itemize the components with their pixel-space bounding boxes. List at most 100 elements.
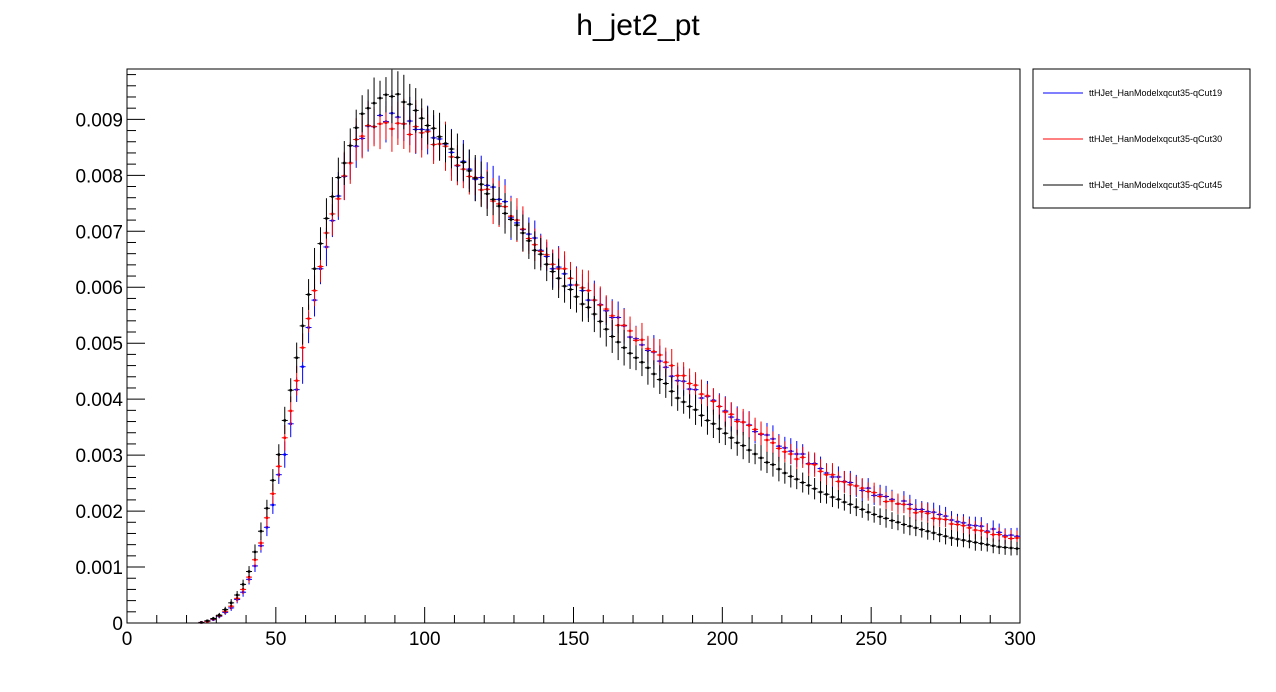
- data-point: [412, 88, 419, 133]
- marker: [700, 392, 703, 396]
- data-point: [924, 522, 931, 540]
- data-point: [263, 499, 270, 517]
- data-point: [418, 98, 425, 138]
- marker: [825, 473, 828, 476]
- data-point: [900, 495, 907, 514]
- marker: [807, 484, 810, 487]
- data-point: [490, 183, 497, 216]
- data-point: [728, 402, 735, 427]
- data-point: [615, 324, 622, 361]
- data-point: [787, 465, 794, 488]
- marker: [271, 492, 275, 495]
- marker: [497, 204, 501, 208]
- data-point: [769, 452, 776, 477]
- marker: [777, 447, 781, 450]
- data-point: [835, 471, 842, 492]
- marker: [527, 239, 531, 242]
- marker: [950, 536, 953, 540]
- marker: [753, 428, 757, 431]
- data-point: [448, 129, 455, 169]
- data-point: [883, 509, 890, 528]
- data-point: [692, 372, 699, 399]
- data-point: [1014, 541, 1020, 556]
- marker: [914, 511, 918, 514]
- marker: [920, 510, 923, 513]
- data-point: [769, 431, 776, 455]
- marker: [468, 169, 471, 173]
- marker: [956, 523, 959, 526]
- marker: [396, 92, 400, 96]
- legend-label: ttHJet_HanModelxqcut35-qCut19: [1089, 88, 1222, 98]
- marker: [337, 176, 340, 179]
- data-point: [972, 534, 979, 551]
- data-point: [269, 469, 276, 492]
- data-point: [359, 95, 366, 133]
- marker: [664, 382, 667, 385]
- marker: [938, 533, 941, 536]
- marker: [563, 267, 566, 270]
- marker: [837, 480, 840, 483]
- x-tick-label: 0: [122, 629, 133, 650]
- data-point: [1008, 540, 1015, 556]
- marker: [724, 410, 727, 414]
- data-point: [865, 482, 872, 501]
- marker: [229, 601, 233, 605]
- marker: [741, 420, 745, 424]
- x-tick-label: 150: [558, 629, 590, 650]
- data-point: [984, 537, 991, 552]
- data-point: [728, 426, 735, 450]
- marker: [646, 366, 650, 370]
- data-point: [823, 463, 830, 486]
- data-point: [555, 258, 562, 298]
- marker: [908, 507, 912, 511]
- data-point: [686, 394, 693, 419]
- data-point: [496, 186, 503, 226]
- marker: [349, 144, 352, 147]
- marker: [366, 106, 370, 110]
- marker: [1003, 535, 1007, 539]
- y-tick-label: 0.001: [75, 558, 123, 579]
- marker: [771, 441, 775, 445]
- marker: [706, 419, 709, 422]
- data-point: [662, 369, 669, 398]
- data-point: [793, 469, 800, 490]
- data-point: [894, 493, 901, 515]
- marker: [902, 523, 906, 526]
- marker: [807, 462, 810, 466]
- marker: [503, 212, 507, 215]
- marker: [896, 521, 900, 524]
- marker: [563, 284, 566, 288]
- marker: [819, 470, 822, 473]
- marker: [247, 575, 251, 579]
- data-point: [377, 80, 383, 116]
- marker: [640, 338, 644, 342]
- data-point: [883, 492, 890, 511]
- marker: [224, 608, 227, 611]
- marker: [849, 483, 852, 486]
- data-point: [400, 74, 407, 130]
- marker: [551, 270, 554, 273]
- marker: [795, 477, 798, 481]
- marker: [277, 453, 281, 456]
- data-point: [877, 508, 884, 526]
- marker: [450, 147, 453, 151]
- data-point: [787, 443, 794, 465]
- marker: [861, 508, 864, 511]
- marker: [730, 436, 733, 439]
- marker: [474, 176, 477, 180]
- marker: [634, 339, 638, 342]
- y-tick-label: 0.007: [75, 222, 123, 243]
- marker: [789, 475, 792, 478]
- data-point: [299, 307, 306, 345]
- data-point: [621, 329, 628, 366]
- data-point: [317, 227, 324, 260]
- marker: [283, 453, 286, 456]
- data-point: [394, 71, 401, 118]
- data-point: [347, 128, 354, 163]
- marker: [253, 550, 257, 554]
- marker: [944, 535, 947, 538]
- marker: [575, 295, 578, 298]
- marker: [1009, 537, 1013, 540]
- data-point: [799, 472, 806, 493]
